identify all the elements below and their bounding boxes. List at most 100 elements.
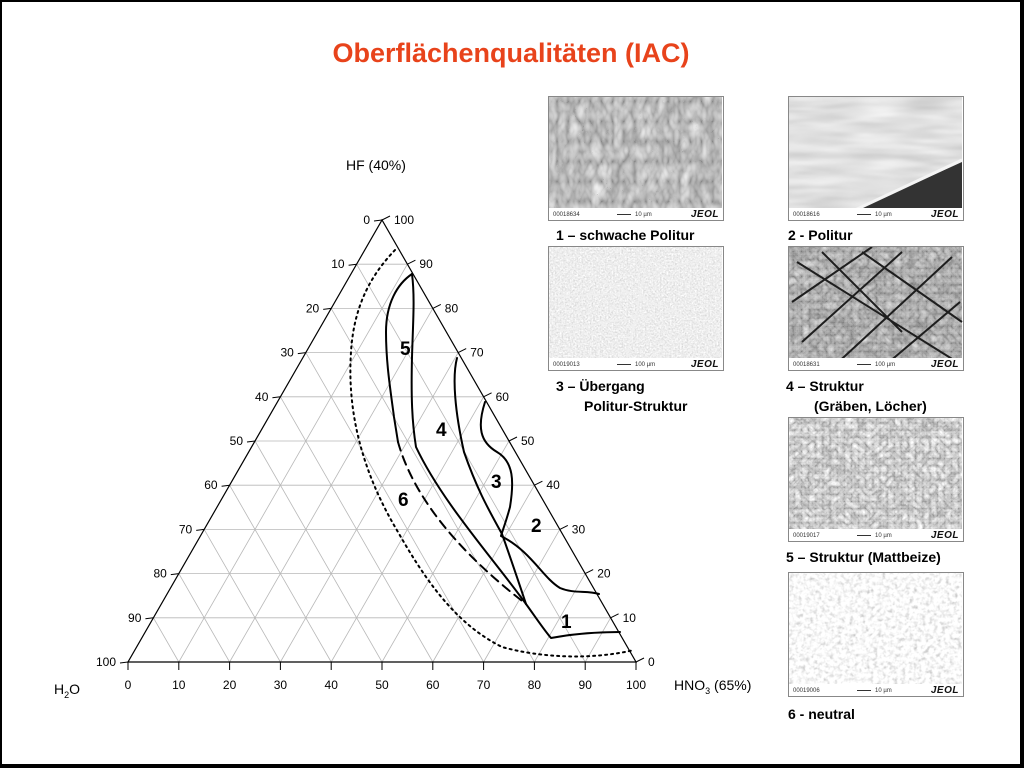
region-label-4: 4	[436, 420, 447, 441]
micrograph-info-bar: 00019006 10 µm JEOL	[789, 684, 963, 696]
micrograph-6-texture	[788, 572, 962, 695]
left-tick	[221, 484, 230, 487]
caption-3-line2: Politur-Struktur	[584, 398, 688, 414]
boundary-6-dashed	[397, 441, 527, 605]
right-tick-label: 50	[521, 434, 535, 448]
jeol-logo: JEOL	[930, 685, 959, 696]
micrograph-textures	[548, 96, 963, 695]
jeol-logo: JEOL	[930, 530, 959, 541]
left-tick	[145, 617, 154, 620]
grid-line-left	[330, 308, 535, 663]
left-tick-label: 70	[179, 522, 193, 536]
micrograph-1-texture	[548, 96, 722, 219]
left-tick	[272, 396, 281, 399]
micrograph-scale: 10 µm	[857, 533, 892, 539]
left-axis-label: H2O	[54, 681, 80, 700]
caption-3-line1: 3 – Übergang	[556, 378, 645, 394]
grid-line-left	[305, 352, 484, 663]
right-tick	[584, 569, 594, 575]
micrograph-3-grain-boundaries	[549, 246, 722, 369]
region-label-1: 1	[561, 612, 572, 633]
grid-line-right	[483, 529, 561, 663]
left-tick-label: 40	[255, 390, 269, 404]
right-tick	[483, 392, 492, 398]
region-label-5: 5	[400, 339, 411, 360]
boundary-2	[479, 401, 600, 595]
micrograph-5-texture	[788, 417, 962, 540]
jeol-logo: JEOL	[930, 209, 959, 220]
bottom-tick-label: 20	[223, 678, 237, 692]
left-tick	[348, 263, 357, 266]
micrograph-info-bar: 00018634 10 µm JEOL	[549, 208, 723, 220]
left-tick-label: 0	[363, 213, 370, 227]
boundary-outer-dotted	[349, 249, 635, 658]
micrograph-2: 00018616 10 µm JEOL	[788, 96, 964, 221]
bottom-tick-label: 60	[426, 678, 440, 692]
caption-2: 2 - Politur	[788, 227, 853, 243]
right-tick-label: 0	[648, 655, 655, 669]
right-tick-label: 10	[623, 611, 637, 625]
micrograph-info-bar: 00018616 10 µm JEOL	[789, 208, 963, 220]
right-tick	[457, 348, 467, 354]
jeol-logo: JEOL	[690, 359, 719, 370]
micrograph-id: 00018634	[553, 212, 580, 218]
grid-line-left	[153, 617, 180, 663]
left-tick	[323, 307, 332, 310]
left-tick	[373, 219, 383, 222]
right-tick	[508, 436, 518, 442]
right-tick	[559, 524, 569, 530]
bottom-tick-label: 10	[172, 678, 186, 692]
grid-line-right	[280, 352, 459, 663]
grid-line-left	[203, 529, 281, 663]
right-tick	[407, 259, 416, 265]
micrograph-6: 00019006 10 µm JEOL	[788, 572, 964, 697]
micrograph-4: 00018631 100 µm JEOL	[788, 246, 964, 371]
micrograph-scale: 10 µm	[617, 212, 652, 218]
region-label-3: 3	[491, 472, 502, 493]
micrograph-5: 00019017 10 µm JEOL	[788, 417, 964, 542]
grid-line-right	[229, 308, 434, 663]
left-tick-label: 10	[331, 257, 345, 271]
micrograph-info-bar: 00019013 100 µm JEOL	[549, 358, 723, 370]
left-tick-label: 80	[153, 567, 167, 581]
right-tick-label: 80	[445, 301, 459, 315]
micrograph-1: 00018634 10 µm JEOL	[548, 96, 724, 221]
bottom-tick-label: 100	[626, 678, 646, 692]
bottom-tick-label: 0	[125, 678, 132, 692]
right-tick	[432, 303, 442, 309]
right-tick-label: 90	[419, 257, 433, 271]
region-label-2: 2	[531, 516, 542, 537]
right-tick-label: 70	[470, 346, 484, 360]
left-tick	[246, 440, 256, 443]
caption-4-line1: 4 – Struktur	[786, 378, 864, 394]
micrograph-3: 00019013 100 µm JEOL	[548, 246, 724, 371]
left-tick	[196, 528, 205, 531]
caption-1: 1 – schwache Politur	[556, 227, 695, 243]
grid-line-right	[584, 617, 611, 663]
micrograph-4-texture	[788, 246, 962, 369]
right-tick-label: 40	[546, 478, 560, 492]
bottom-tick-label: 50	[375, 678, 389, 692]
micrograph-scale: 10 µm	[857, 212, 892, 218]
grid-line-right	[381, 440, 510, 663]
left-tick	[297, 352, 306, 355]
left-tick-label: 30	[280, 346, 294, 360]
caption-6: 6 - neutral	[788, 706, 855, 722]
grid-line-left	[254, 440, 383, 663]
bottom-tick-label: 40	[325, 678, 339, 692]
caption-5: 5 – Struktur (Mattbeize)	[786, 549, 941, 565]
grid-line-right	[178, 264, 408, 663]
bottom-tick-label: 30	[274, 678, 288, 692]
right-tick-label: 100	[394, 213, 414, 227]
right-tick	[534, 480, 543, 486]
micrograph-scale: 100 µm	[617, 362, 655, 368]
left-tick-label: 20	[306, 301, 320, 315]
bottom-tick-label: 70	[477, 678, 491, 692]
left-tick-label: 100	[96, 655, 116, 669]
left-tick-label: 60	[204, 478, 218, 492]
right-tick-label: 30	[572, 522, 586, 536]
micrograph-id: 00018631	[793, 362, 820, 368]
